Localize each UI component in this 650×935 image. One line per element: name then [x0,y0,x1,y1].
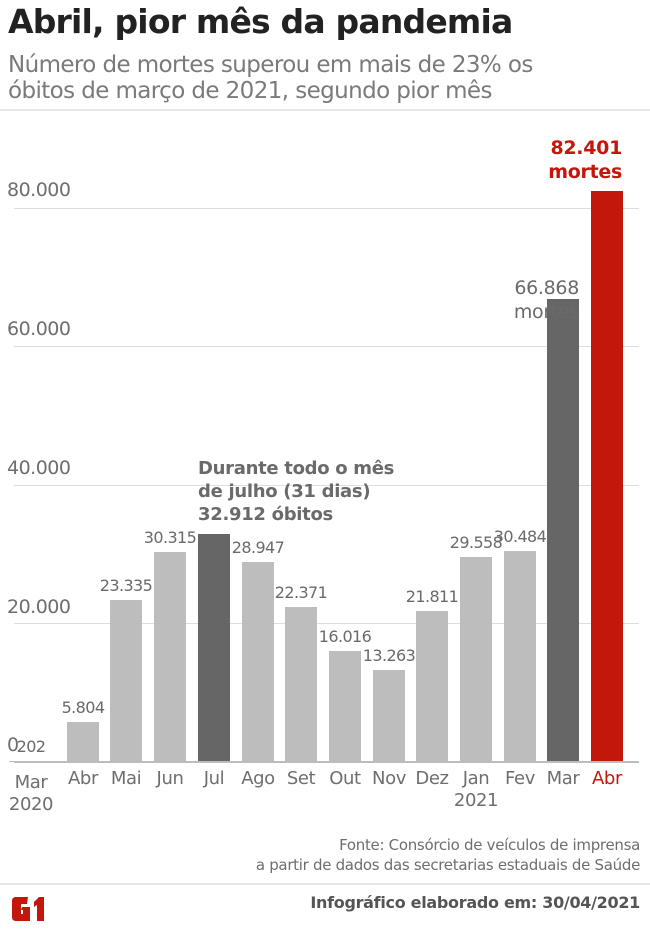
subtitle-line-1: Número de mortes superou em mais de 23% … [8,52,533,78]
bar-value-label: 202 [16,737,46,756]
x-axis-label: Set [286,768,316,790]
bar-value-label: 23.335 [99,576,153,595]
x-axis-label: Mai [110,768,142,790]
g1-logo-icon [12,897,44,921]
x-axis-month: Mar [14,772,48,793]
x-axis-month: Dez [415,768,449,789]
bar-13 [547,299,579,762]
x-axis-label: Dez [415,768,449,790]
bar-value-label: 13.263 [362,646,416,665]
x-axis-label: Jun [157,768,184,790]
annotation-april-line-2: mortes [548,161,622,183]
bar-2 [67,722,99,762]
bar-14 [591,191,623,762]
bar-11 [460,557,492,762]
subtitle-line-2: óbitos de março de 2021, segundo pior mê… [8,78,492,104]
bar-7 [285,607,317,762]
annotation-july-line-1: Durante todo o mês [198,458,395,479]
x-axis-label: Mar [547,768,580,790]
x-axis-baseline [14,761,639,763]
source-line-1: Fonte: Consórcio de veículos de imprensa [339,836,640,854]
annotation-april-line-1: 82.401 [550,137,622,159]
bar-10 [416,611,448,762]
x-axis-label: Nov [372,768,406,790]
bar-value-label: 28.947 [231,538,285,557]
bar-3 [110,600,142,762]
y-tick-40000: 40.000 [7,457,71,479]
x-axis-label: Fev [505,768,535,790]
y-tick-0: 0 [7,734,19,756]
bar-value-label: 30.315 [143,528,197,547]
gridline-20000 [14,623,639,624]
bar-6 [242,562,274,762]
footer-divider [0,883,650,885]
bar-value-label: 30.484 [493,527,547,546]
bar-value-label: 5.804 [61,698,105,717]
x-axis-month: Ago [241,768,275,789]
bar-value-label: 22.371 [274,583,328,602]
annotation-july-line-2: de julho (31 dias) [198,481,371,502]
gridline-60000 [14,346,639,347]
bar-4 [154,552,186,762]
x-axis-label: Mar 2020 [8,772,54,816]
x-axis-year: 2021 [453,790,499,811]
x-axis-month: Abr [592,768,622,789]
x-axis-year: 2020 [8,794,54,815]
x-axis-month: Abr [68,768,98,789]
annotation-march-2021: 66.868 mortes [514,276,579,324]
x-axis-month: Mar [546,768,580,789]
x-axis-label: Ago [241,768,275,790]
g1-logo [10,896,46,926]
bar-9 [373,670,405,762]
x-axis-label: Abr [592,768,622,790]
y-tick-20000: 20.000 [7,596,71,618]
bar-value-label: 29.558 [449,533,503,552]
header-divider [0,109,650,111]
source-line-2: a partir de dados das secretarias estadu… [255,856,640,874]
bar-8 [329,651,361,762]
bar-5 [198,534,230,762]
y-tick-60000: 60.000 [7,318,71,340]
gridline-40000 [14,485,639,486]
credit-text: Infográfico elaborado em: 30/04/2021 [310,893,640,912]
bar-value-label: 21.811 [405,587,459,606]
x-axis-month: Jan [462,768,490,789]
annotation-march-line-1: 66.868 [514,277,579,299]
annotation-march-line-2: mortes [513,301,579,323]
bar-value-label: 16.016 [318,627,372,646]
annotation-july-line-3: 32.912 óbitos [198,504,333,525]
x-axis-month: Set [286,768,316,789]
source-note: Fonte: Consórcio de veículos de imprensa… [256,835,640,875]
x-axis-month: Mai [110,768,142,789]
x-axis-label: Abr [68,768,98,790]
x-axis-label: Jan 2021 [453,768,499,812]
chart-title: Abril, pior mês da pandemia [8,2,513,41]
x-axis-month: Out [329,768,361,789]
x-axis-month: Nov [372,768,406,789]
y-tick-80000: 80.000 [7,179,71,201]
x-axis-label: Jul [204,768,225,790]
x-axis-month: Jul [203,768,225,789]
x-axis-month: Jun [156,768,184,789]
chart-subtitle: Número de mortes superou em mais de 23% … [8,52,648,104]
annotation-april-2021: 82.401 mortes [548,136,622,184]
x-axis-label: Out [329,768,361,790]
gridline-80000 [14,208,639,209]
x-axis-month: Fev [505,768,535,789]
annotation-july: Durante todo o mês de julho (31 dias) 32… [198,457,394,526]
bar-12 [504,551,536,762]
